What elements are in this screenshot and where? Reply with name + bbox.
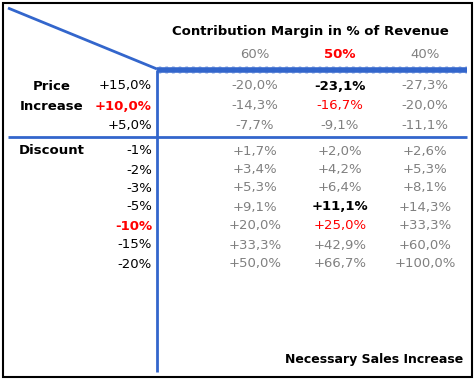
- Text: -1%: -1%: [126, 144, 152, 157]
- Text: Contribution Margin in % of Revenue: Contribution Margin in % of Revenue: [171, 25, 448, 38]
- Text: +9,1%: +9,1%: [233, 201, 277, 214]
- Text: +33,3%: +33,3%: [228, 239, 282, 252]
- Text: +15,0%: +15,0%: [99, 79, 152, 92]
- Text: +4,2%: +4,2%: [318, 163, 362, 176]
- Text: +2,0%: +2,0%: [318, 144, 362, 157]
- Text: -20,0%: -20,0%: [402, 100, 448, 112]
- Text: -2%: -2%: [126, 163, 152, 176]
- Text: -7,7%: -7,7%: [236, 119, 274, 133]
- Text: -3%: -3%: [126, 182, 152, 195]
- Text: +50,0%: +50,0%: [228, 258, 282, 271]
- Text: Necessary Sales Increase: Necessary Sales Increase: [285, 353, 463, 366]
- Text: -11,1%: -11,1%: [401, 119, 448, 133]
- Text: -20,0%: -20,0%: [232, 79, 278, 92]
- Text: -27,3%: -27,3%: [401, 79, 448, 92]
- Text: +5,3%: +5,3%: [403, 163, 447, 176]
- Text: +6,4%: +6,4%: [318, 182, 362, 195]
- Text: +5,0%: +5,0%: [107, 119, 152, 133]
- Text: -10%: -10%: [115, 220, 152, 233]
- Text: Discount: Discount: [19, 144, 85, 157]
- Text: 40%: 40%: [410, 49, 440, 62]
- Text: +3,4%: +3,4%: [233, 163, 277, 176]
- Text: +8,1%: +8,1%: [403, 182, 447, 195]
- Text: +20,0%: +20,0%: [228, 220, 282, 233]
- Text: -23,1%: -23,1%: [314, 79, 366, 92]
- Text: Price: Price: [33, 79, 71, 92]
- Bar: [157, 66, 467, 74]
- Text: +11,1%: +11,1%: [312, 201, 368, 214]
- Text: +66,7%: +66,7%: [314, 258, 367, 271]
- Text: Increase: Increase: [20, 100, 84, 112]
- Text: +42,9%: +42,9%: [314, 239, 367, 252]
- Text: -5%: -5%: [126, 201, 152, 214]
- Text: +2,6%: +2,6%: [403, 144, 447, 157]
- Text: -15%: -15%: [118, 239, 152, 252]
- Text: +5,3%: +5,3%: [233, 182, 277, 195]
- Text: 60%: 60%: [240, 49, 270, 62]
- Text: +33,3%: +33,3%: [399, 220, 452, 233]
- Text: -16,7%: -16,7%: [316, 100, 363, 112]
- Text: +10,0%: +10,0%: [95, 100, 152, 112]
- Text: -20%: -20%: [118, 258, 152, 271]
- Text: +1,7%: +1,7%: [233, 144, 277, 157]
- Text: 50%: 50%: [324, 49, 356, 62]
- Text: -14,3%: -14,3%: [232, 100, 278, 112]
- Text: +100,0%: +100,0%: [394, 258, 456, 271]
- Text: +25,0%: +25,0%: [314, 220, 367, 233]
- Text: +14,3%: +14,3%: [399, 201, 452, 214]
- Text: +60,0%: +60,0%: [399, 239, 451, 252]
- Text: -9,1%: -9,1%: [321, 119, 359, 133]
